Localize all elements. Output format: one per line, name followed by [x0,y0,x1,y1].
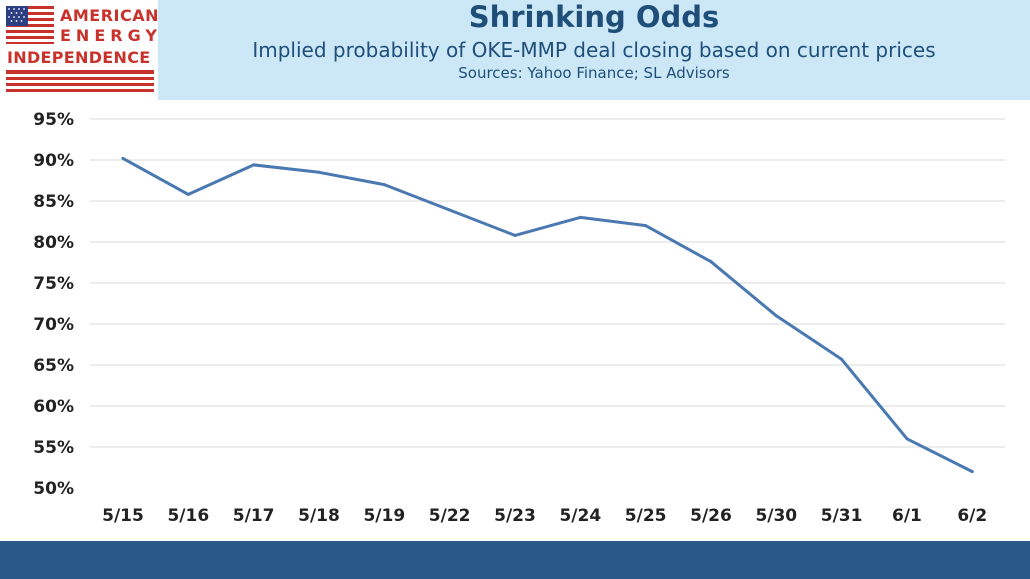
data-point [709,260,713,264]
data-point [448,208,452,212]
chart-title: Shrinking Odds [468,0,720,34]
logo-text-american: AMERICAN [60,6,160,25]
x-tick-label: 5/22 [429,506,471,526]
y-tick-label: 60% [33,397,74,417]
y-tick-label: 65% [33,356,74,376]
data-point [644,224,648,228]
data-point [121,156,125,160]
chart-sources: Sources: Yahoo Finance; SL Advisors [458,64,730,82]
series-group [121,156,974,474]
y-axis-ticks: 50% 55% 60% 65% 70% 75% 80% 85% 90% 95% [33,110,74,499]
x-tick-label: 5/23 [494,506,536,526]
x-tick-label: 5/15 [102,506,144,526]
line-chart: 50%55%60%65%70%75%80%85%90%95% 5/15 5/16 5… [33,110,1005,526]
x-tick-label: 5/24 [559,506,601,526]
data-point [774,314,778,318]
header-banner: Shrinking Odds Implied probability of OK… [158,0,1030,100]
x-tick-label: 5/26 [690,506,732,526]
series-line [121,156,974,474]
y-tick-label: 85% [33,192,74,212]
x-tick-label: 6/2 [957,506,987,526]
data-point [513,233,517,237]
data-point [317,170,321,174]
data-point [970,470,974,474]
x-tick-label: 5/18 [298,506,340,526]
footer-bar [0,541,1030,579]
x-axis-ticks: 5/15 5/16 5/17 5/18 5/19 5/22 5/23 5/24 5/25 5/26… [102,506,987,526]
data-point [840,357,844,361]
us-flag-icon [6,6,54,44]
data-point [905,437,909,441]
y-tick-label: 80% [33,233,74,253]
flag-stars [8,8,25,22]
x-tick-label: 5/30 [755,506,797,526]
x-tick-label: 6/1 [892,506,922,526]
data-point [578,215,582,219]
logo: AMERICAN ENERGY INDEPENDENCE [0,0,160,100]
x-tick-label: 5/16 [167,506,209,526]
x-tick-label: 5/25 [625,506,667,526]
logo-stripes [6,70,154,92]
logo-text-independence: INDEPENDENCE [7,48,151,67]
y-tick-label: 75% [33,274,74,294]
x-tick-label: 5/31 [821,506,863,526]
x-tick-label: 5/19 [363,506,405,526]
logo-text-energy: ENERGY [60,26,162,45]
data-point [186,192,190,196]
y-tick-label: 70% [33,315,74,335]
data-point [382,183,386,187]
x-tick-label: 5/17 [233,506,275,526]
grid-lines [90,118,1005,448]
y-tick-label: 55% [33,438,74,458]
y-tick-label: 95% [33,110,74,130]
y-tick-label: 90% [33,151,74,171]
data-point [252,163,256,167]
y-tick-label: 50% [33,479,74,499]
chart-subtitle: Implied probability of OKE-MMP deal clos… [252,38,936,62]
